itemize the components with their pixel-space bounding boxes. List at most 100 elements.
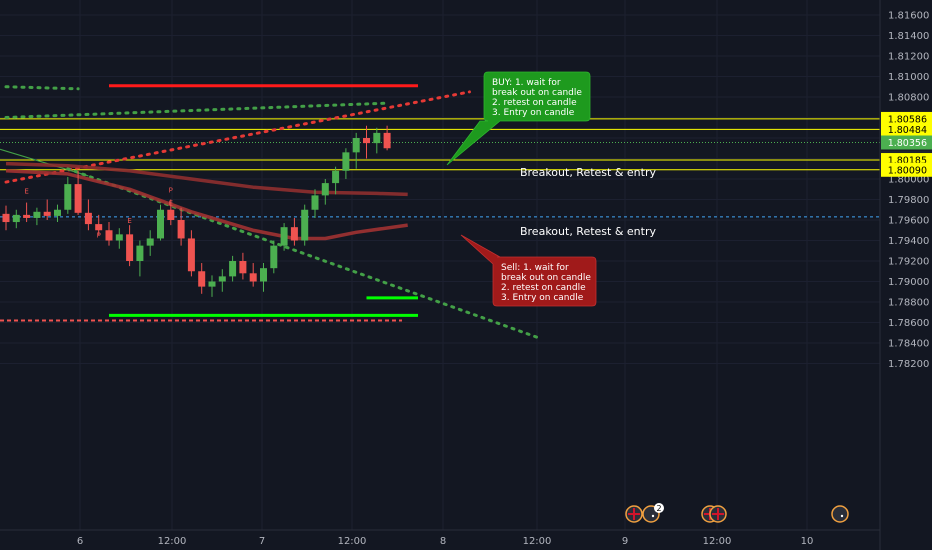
- solid-trendline: [0, 148, 89, 177]
- candle-label: P: [97, 231, 101, 239]
- candle-body: [146, 238, 154, 246]
- time-tick-label: 12:00: [523, 536, 552, 547]
- breakout-label-upper: Breakout, Retest & entry: [520, 166, 657, 179]
- candle-body: [12, 214, 20, 223]
- candle-body: [2, 213, 10, 223]
- price-tick-label: 1.81600: [888, 11, 929, 22]
- buy-callout: BUY: 1. wait for break out on candle 2. …: [446, 71, 591, 166]
- buy-callout-line-2: break out on candle: [492, 88, 582, 98]
- candle-body: [383, 132, 391, 149]
- price-tick-label: 1.79800: [888, 195, 929, 206]
- candle-body: [105, 230, 113, 241]
- price-tick-label: 1.80800: [888, 93, 929, 104]
- time-tick-label: 12:00: [338, 536, 367, 547]
- candle-body: [260, 268, 267, 282]
- candle-body: [54, 209, 61, 216]
- time-axis[interactable]: 6 12:00 7 12:00 8 12:00 9 12:00 10: [77, 536, 814, 547]
- candle-body: [64, 184, 72, 210]
- flag-star: [840, 514, 844, 518]
- price-tick-label: 1.81200: [888, 52, 929, 63]
- time-tick-label: 12:00: [158, 536, 187, 547]
- price-tick-label: 1.78200: [888, 359, 929, 370]
- candle-body: [218, 276, 226, 282]
- price-tick-label: 1.78800: [888, 298, 929, 309]
- candle-body: [187, 238, 195, 272]
- time-tick-label: 6: [77, 536, 83, 547]
- candle-body: [177, 220, 185, 239]
- candle-body: [115, 234, 123, 241]
- price-tag-bg: [881, 135, 932, 150]
- event-count-badge: [654, 503, 664, 513]
- time-tick-label: 7: [259, 536, 265, 547]
- price-tick-label: 1.78400: [888, 339, 929, 350]
- price-tag-label: 1.80185: [888, 156, 927, 167]
- candles: [2, 125, 391, 297]
- flag-star: [651, 514, 655, 518]
- candle-label: E: [169, 200, 173, 208]
- price-tick-label: 1.78600: [888, 318, 929, 329]
- sell-callout: Sell: 1. wait for break out on candle 2.…: [460, 234, 597, 307]
- candle-label: P: [169, 186, 173, 194]
- event-markers[interactable]: 2: [625, 503, 849, 523]
- candle-body: [126, 234, 134, 261]
- price-tick-label: 1.81400: [888, 31, 929, 42]
- buy-callout-line-1: BUY: 1. wait for: [492, 78, 561, 88]
- candle-body: [198, 271, 206, 287]
- horizontal-levels: [0, 118, 880, 322]
- candle-body: [301, 209, 309, 241]
- candle-body: [321, 183, 329, 196]
- dotted-trendline: [4, 101, 389, 119]
- moving-average-fast: [5, 169, 408, 241]
- candle-body: [363, 138, 370, 144]
- time-tick-label: 10: [801, 536, 814, 547]
- candle-body: [249, 273, 257, 282]
- event-marker-au-icon: [831, 505, 849, 523]
- candle-body: [332, 170, 340, 184]
- sell-callout-line-2: break out on candle: [501, 273, 591, 283]
- candle-body: [290, 227, 298, 241]
- time-tick-label: 12:00: [703, 536, 732, 547]
- price-tick-label: 1.79400: [888, 236, 929, 247]
- price-tick-label: 1.81000: [888, 72, 929, 83]
- candle-body: [373, 132, 381, 144]
- price-tick-label: 1.79200: [888, 257, 929, 268]
- price-tag-label: 1.80090: [888, 165, 927, 176]
- candle-body: [43, 211, 51, 216]
- candle-body: [342, 152, 350, 171]
- price-tag-label: 1.80356: [888, 138, 927, 149]
- price-tag-label: 1.80484: [888, 125, 927, 136]
- time-tick-label: 9: [622, 536, 628, 547]
- candle-body: [95, 224, 103, 231]
- price-tick-label: 1.79000: [888, 277, 929, 288]
- solid-segments: [109, 84, 418, 317]
- sell-callout-line-3: 2. retest on candle: [501, 283, 586, 293]
- price-tag-label: 1.80586: [888, 114, 927, 125]
- candle-body: [311, 195, 319, 210]
- breakout-label-lower: Breakout, Retest & entry: [520, 225, 657, 238]
- price-tag-bg: [881, 162, 932, 177]
- candle-body: [280, 227, 288, 246]
- sell-callout-line-4: 3. Entry on candle: [501, 293, 584, 303]
- candle-body: [352, 138, 360, 153]
- event-count-text: 2: [656, 504, 661, 513]
- candle-body: [239, 261, 247, 274]
- price-tick-label: 1.79600: [888, 216, 929, 227]
- candle-body: [270, 245, 278, 269]
- sell-callout-line-1: Sell: 1. wait for: [501, 263, 569, 273]
- buy-callout-line-3: 2. retest on candle: [492, 98, 577, 108]
- candle-body: [229, 261, 237, 277]
- moving-averages: [5, 161, 408, 241]
- price-tick-label: 1.80000: [888, 175, 929, 186]
- candle-body: [23, 214, 31, 218]
- candle-label: E: [24, 187, 28, 195]
- candle-body: [157, 209, 164, 239]
- candle-body: [84, 212, 92, 225]
- candle-label: E: [127, 217, 131, 225]
- candle-body: [167, 209, 175, 220]
- candle-body: [33, 211, 41, 218]
